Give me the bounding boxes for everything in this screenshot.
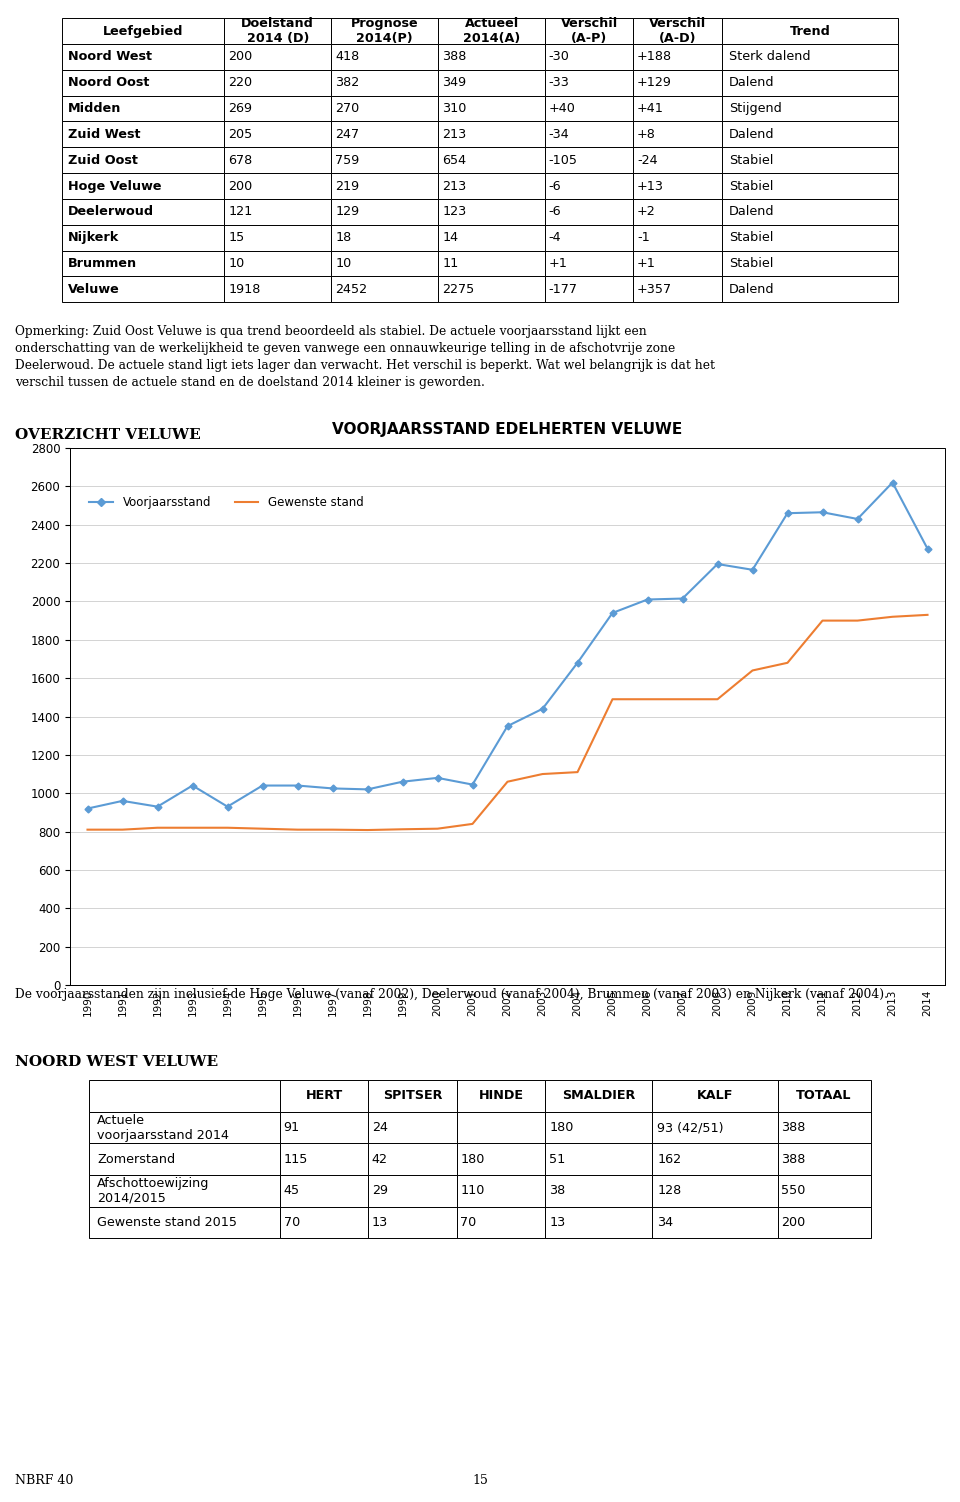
Gewenste stand xyxy=(537,765,548,783)
Voorjaarsstand xyxy=(711,556,723,574)
Voorjaarsstand xyxy=(607,604,618,622)
Voorjaarsstand xyxy=(922,539,933,557)
Gewenste stand xyxy=(82,820,93,838)
Voorjaarsstand xyxy=(326,780,338,798)
Gewenste stand xyxy=(432,820,444,838)
Voorjaarsstand xyxy=(396,772,408,790)
Gewenste stand xyxy=(817,611,828,629)
Gewenste stand xyxy=(572,763,584,781)
Text: 15: 15 xyxy=(472,1473,488,1487)
Text: OVERZICHT VELUWE: OVERZICHT VELUWE xyxy=(15,428,201,442)
Gewenste stand xyxy=(222,819,233,837)
Gewenste stand xyxy=(396,820,408,838)
Gewenste stand xyxy=(607,691,618,709)
Line: Voorjaarsstand: Voorjaarsstand xyxy=(85,481,930,811)
Voorjaarsstand xyxy=(572,653,584,671)
Voorjaarsstand xyxy=(82,799,93,817)
Gewenste stand xyxy=(502,772,514,790)
Voorjaarsstand xyxy=(677,590,688,608)
Voorjaarsstand xyxy=(362,781,373,799)
Voorjaarsstand xyxy=(432,769,444,787)
Legend: Voorjaarsstand, Gewenste stand: Voorjaarsstand, Gewenste stand xyxy=(84,491,368,514)
Voorjaarsstand xyxy=(781,505,793,523)
Voorjaarsstand xyxy=(467,775,478,793)
Gewenste stand xyxy=(362,822,373,840)
Gewenste stand xyxy=(256,820,268,838)
Text: NBRF 40: NBRF 40 xyxy=(15,1473,73,1487)
Voorjaarsstand xyxy=(747,560,758,578)
Gewenste stand xyxy=(641,691,653,709)
Voorjaarsstand xyxy=(537,700,548,718)
Gewenste stand xyxy=(887,608,899,626)
Gewenste stand xyxy=(747,661,758,679)
Gewenste stand xyxy=(922,605,933,623)
Text: De voorjaarsstanden zijn inclusief de Hoge Veluwe (vanaf 2002), Deelerwoud (vana: De voorjaarsstanden zijn inclusief de Ho… xyxy=(15,988,888,1000)
Title: VOORJAARSSTAND EDELHERTEN VELUWE: VOORJAARSSTAND EDELHERTEN VELUWE xyxy=(332,422,683,437)
Voorjaarsstand xyxy=(887,473,899,491)
Gewenste stand xyxy=(292,820,303,838)
Gewenste stand xyxy=(677,691,688,709)
Voorjaarsstand xyxy=(502,716,514,734)
Gewenste stand xyxy=(711,691,723,709)
Voorjaarsstand xyxy=(256,777,268,795)
Voorjaarsstand xyxy=(852,511,863,529)
Gewenste stand xyxy=(326,820,338,838)
Gewenste stand xyxy=(117,820,129,838)
Voorjaarsstand xyxy=(292,777,303,795)
Voorjaarsstand xyxy=(641,590,653,608)
Voorjaarsstand xyxy=(817,503,828,521)
Gewenste stand xyxy=(781,653,793,671)
Text: NOORD WEST VELUWE: NOORD WEST VELUWE xyxy=(15,1054,218,1068)
Gewenste stand xyxy=(467,816,478,834)
Gewenste stand xyxy=(152,819,163,837)
Text: Opmerking: Zuid Oost Veluwe is qua trend beoordeeld als stabiel. De actuele voor: Opmerking: Zuid Oost Veluwe is qua trend… xyxy=(15,324,715,389)
Voorjaarsstand xyxy=(222,798,233,816)
Gewenste stand xyxy=(852,611,863,629)
Voorjaarsstand xyxy=(117,792,129,810)
Voorjaarsstand xyxy=(152,798,163,816)
Gewenste stand xyxy=(187,819,199,837)
Voorjaarsstand xyxy=(187,777,199,795)
Line: Gewenste stand: Gewenste stand xyxy=(87,614,927,831)
